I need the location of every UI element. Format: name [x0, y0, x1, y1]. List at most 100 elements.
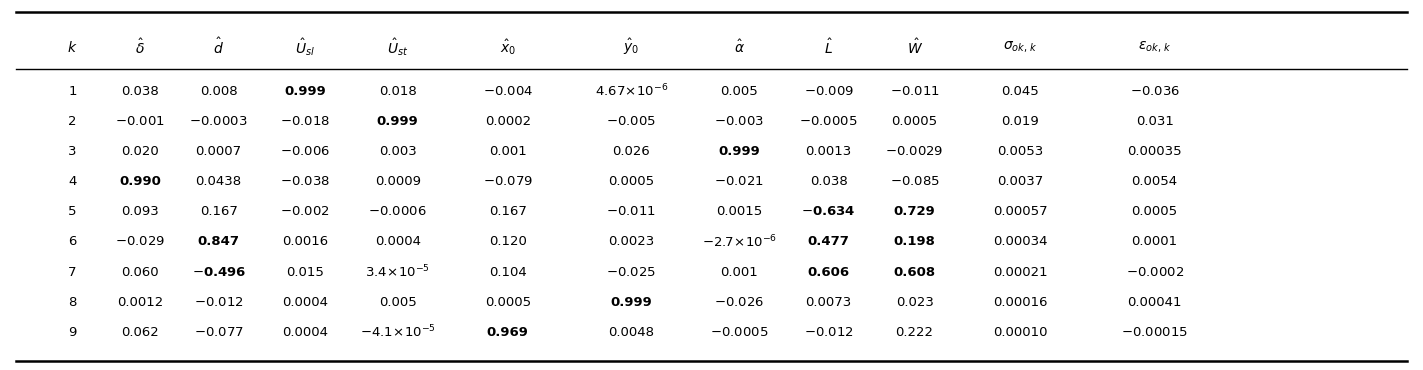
Text: 0.00057: 0.00057 — [993, 205, 1047, 218]
Text: 0.0012: 0.0012 — [117, 296, 164, 309]
Text: $3.4\!\times\!10^{-5}$: $3.4\!\times\!10^{-5}$ — [366, 264, 430, 280]
Text: 0.0005: 0.0005 — [485, 296, 531, 309]
Text: 0.167: 0.167 — [488, 205, 527, 218]
Text: 4: 4 — [68, 175, 77, 188]
Text: 0.023: 0.023 — [895, 296, 933, 309]
Text: $-$0.077: $-$0.077 — [194, 326, 243, 339]
Text: 2: 2 — [68, 115, 77, 128]
Text: $-$0.038: $-$0.038 — [280, 175, 330, 188]
Text: 0.999: 0.999 — [285, 85, 326, 98]
Text: 0.00035: 0.00035 — [1127, 145, 1183, 158]
Text: $-4.1\!\times\!10^{-5}$: $-4.1\!\times\!10^{-5}$ — [360, 324, 435, 340]
Text: $-$0.002: $-$0.002 — [280, 205, 330, 218]
Text: 0.00016: 0.00016 — [993, 296, 1047, 309]
Text: $-$0.021: $-$0.021 — [714, 175, 764, 188]
Text: $\hat{x}_0$: $\hat{x}_0$ — [499, 37, 515, 57]
Text: $\hat{y}_0$: $\hat{y}_0$ — [623, 37, 639, 57]
Text: 0.0073: 0.0073 — [805, 296, 852, 309]
Text: 0.167: 0.167 — [199, 205, 238, 218]
Text: 0.999: 0.999 — [610, 296, 652, 309]
Text: 0.608: 0.608 — [894, 266, 936, 279]
Text: 1: 1 — [68, 85, 77, 98]
Text: $\hat{U}_{st}$: $\hat{U}_{st}$ — [387, 37, 408, 58]
Text: $-$0.001: $-$0.001 — [115, 115, 165, 128]
Text: $-$0.085: $-$0.085 — [889, 175, 939, 188]
Text: $-$0.011: $-$0.011 — [889, 85, 939, 98]
Text: 0.0005: 0.0005 — [608, 175, 655, 188]
Text: 0.026: 0.026 — [612, 145, 650, 158]
Text: $-$0.0029: $-$0.0029 — [885, 145, 943, 158]
Text: $-$0.634: $-$0.634 — [801, 205, 855, 218]
Text: 0.120: 0.120 — [488, 235, 527, 248]
Text: 6: 6 — [68, 235, 77, 248]
Text: 0.001: 0.001 — [490, 145, 527, 158]
Text: $-$0.00015: $-$0.00015 — [1121, 326, 1188, 339]
Text: 0.222: 0.222 — [895, 326, 933, 339]
Text: $-$0.036: $-$0.036 — [1130, 85, 1180, 98]
Text: $\hat{W}$: $\hat{W}$ — [906, 38, 922, 57]
Text: $4.67\!\times\!10^{-6}$: $4.67\!\times\!10^{-6}$ — [595, 83, 667, 100]
Text: $\varepsilon_{ok,\,k}$: $\varepsilon_{ok,\,k}$ — [1138, 40, 1171, 55]
Text: 0.015: 0.015 — [286, 266, 324, 279]
Text: $-$0.004: $-$0.004 — [482, 85, 532, 98]
Text: 0.999: 0.999 — [377, 115, 418, 128]
Text: 0.005: 0.005 — [379, 296, 417, 309]
Text: 0.0001: 0.0001 — [1131, 235, 1178, 248]
Text: $-$0.003: $-$0.003 — [714, 115, 764, 128]
Text: 0.999: 0.999 — [719, 145, 760, 158]
Text: 0.0009: 0.0009 — [374, 175, 421, 188]
Text: 0.0048: 0.0048 — [608, 326, 655, 339]
Text: $-$0.029: $-$0.029 — [115, 235, 165, 248]
Text: 0.606: 0.606 — [808, 266, 850, 279]
Text: 0.969: 0.969 — [487, 326, 528, 339]
Text: 0.020: 0.020 — [121, 145, 159, 158]
Text: 0.00010: 0.00010 — [993, 326, 1047, 339]
Text: 9: 9 — [68, 326, 77, 339]
Text: $-$0.079: $-$0.079 — [482, 175, 532, 188]
Text: $\hat{\delta}$: $\hat{\delta}$ — [135, 38, 145, 57]
Text: $-$0.0005: $-$0.0005 — [710, 326, 768, 339]
Text: $\hat{L}$: $\hat{L}$ — [824, 38, 834, 57]
Text: 8: 8 — [68, 296, 77, 309]
Text: 0.729: 0.729 — [894, 205, 935, 218]
Text: 0.00041: 0.00041 — [1127, 296, 1183, 309]
Text: 0.0015: 0.0015 — [716, 205, 763, 218]
Text: $-$0.012: $-$0.012 — [194, 296, 243, 309]
Text: 0.0013: 0.0013 — [805, 145, 852, 158]
Text: 0.477: 0.477 — [808, 235, 850, 248]
Text: 0.008: 0.008 — [199, 85, 238, 98]
Text: 0.038: 0.038 — [810, 175, 848, 188]
Text: $-$0.018: $-$0.018 — [280, 115, 330, 128]
Text: 0.104: 0.104 — [490, 266, 527, 279]
Text: 0.847: 0.847 — [198, 235, 239, 248]
Text: 0.0054: 0.0054 — [1131, 175, 1178, 188]
Text: $-$0.012: $-$0.012 — [804, 326, 854, 339]
Text: $-$0.026: $-$0.026 — [714, 296, 764, 309]
Text: 0.045: 0.045 — [1002, 85, 1039, 98]
Text: 0.0037: 0.0037 — [998, 175, 1043, 188]
Text: 0.0004: 0.0004 — [282, 326, 329, 339]
Text: 0.0053: 0.0053 — [998, 145, 1043, 158]
Text: $-$0.0006: $-$0.0006 — [369, 205, 427, 218]
Text: $-$0.496: $-$0.496 — [192, 266, 246, 279]
Text: $-$0.0005: $-$0.0005 — [800, 115, 858, 128]
Text: 3: 3 — [68, 145, 77, 158]
Text: $-$0.025: $-$0.025 — [606, 266, 656, 279]
Text: 0.198: 0.198 — [894, 235, 935, 248]
Text: 0.031: 0.031 — [1136, 115, 1174, 128]
Text: 0.0005: 0.0005 — [892, 115, 938, 128]
Text: 0.038: 0.038 — [121, 85, 159, 98]
Text: 0.0002: 0.0002 — [485, 115, 531, 128]
Text: $-$0.0003: $-$0.0003 — [189, 115, 248, 128]
Text: 0.0007: 0.0007 — [195, 145, 242, 158]
Text: 0.062: 0.062 — [121, 326, 159, 339]
Text: 7: 7 — [68, 266, 77, 279]
Text: $\sigma_{ok,\,k}$: $\sigma_{ok,\,k}$ — [1003, 40, 1037, 55]
Text: 0.0023: 0.0023 — [608, 235, 655, 248]
Text: $-$0.011: $-$0.011 — [606, 205, 656, 218]
Text: $\hat{d}$: $\hat{d}$ — [213, 37, 223, 57]
Text: 0.0016: 0.0016 — [282, 235, 329, 248]
Text: 5: 5 — [68, 205, 77, 218]
Text: 0.00021: 0.00021 — [993, 266, 1047, 279]
Text: 0.0004: 0.0004 — [374, 235, 421, 248]
